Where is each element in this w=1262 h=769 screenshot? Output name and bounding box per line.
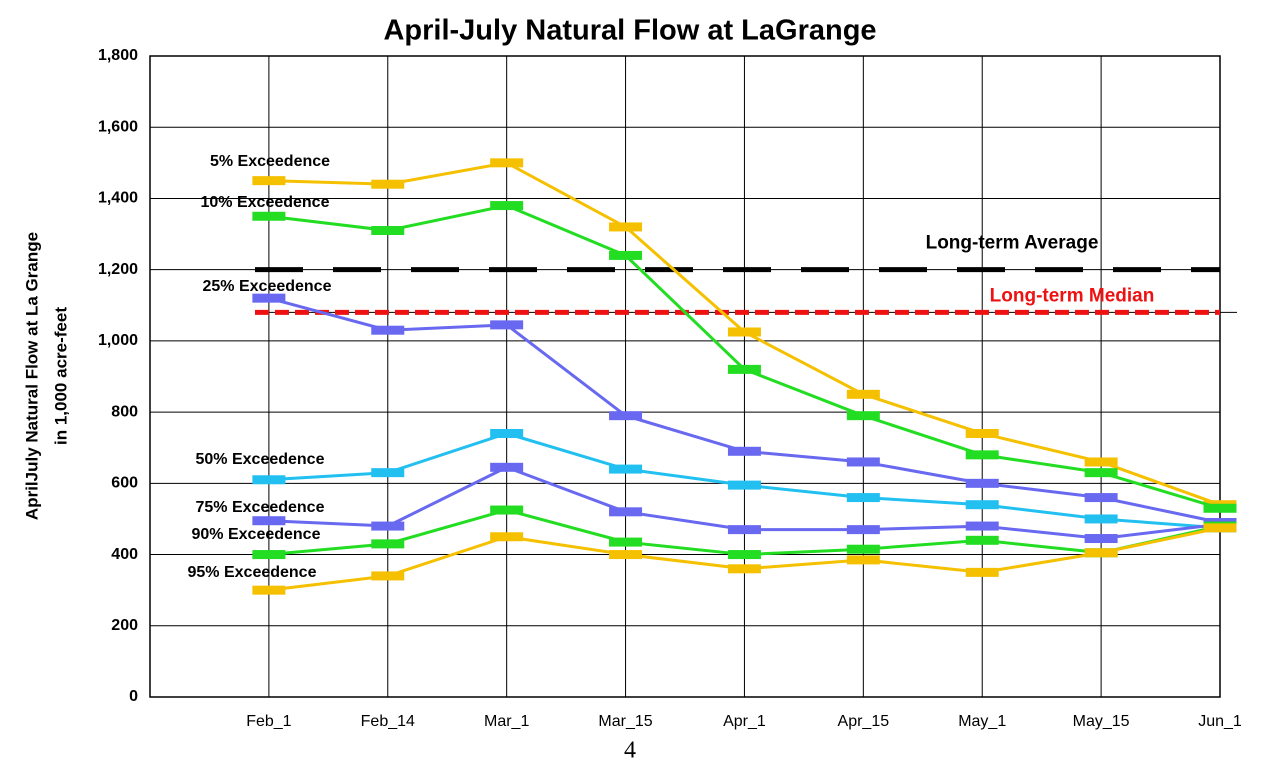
y-tick-label: 0: [129, 688, 138, 705]
y-tick-label: 600: [111, 475, 138, 492]
data-marker: [965, 500, 999, 510]
data-marker: [1084, 534, 1118, 544]
data-marker: [846, 389, 880, 399]
plot-frame: [149, 55, 1221, 698]
data-marker: [252, 550, 286, 560]
data-marker: [727, 480, 761, 490]
data-marker: [846, 525, 880, 535]
y-axis-title: AprilJuly Natural Flow at La Grange: [22, 232, 41, 520]
data-marker: [846, 544, 880, 554]
y-tick-label: 1,400: [98, 190, 138, 207]
data-marker: [846, 457, 880, 467]
y-tick-label: 400: [111, 546, 138, 563]
data-marker: [252, 293, 286, 303]
data-marker: [252, 585, 286, 595]
data-marker: [609, 250, 643, 260]
data-marker: [490, 428, 524, 438]
data-marker: [727, 550, 761, 560]
y-tick-label: 1,800: [98, 47, 138, 64]
data-marker: [1203, 503, 1237, 513]
reference-label: Long-term Average: [926, 233, 1099, 254]
data-marker: [609, 537, 643, 547]
x-tick-label: Apr_15: [838, 713, 890, 730]
data-marker: [371, 539, 405, 549]
data-marker: [965, 478, 999, 488]
data-marker: [371, 521, 405, 531]
data-marker: [371, 468, 405, 478]
data-marker: [727, 525, 761, 535]
data-marker: [1084, 514, 1118, 524]
data-marker: [371, 179, 405, 189]
y-tick-label: 800: [111, 403, 138, 420]
x-tick-label: Mar_1: [484, 713, 529, 730]
data-marker: [727, 446, 761, 456]
x-tick-label: Mar_15: [598, 713, 652, 730]
series-label: 90% Exceedence: [192, 526, 321, 543]
y-tick-label: 1,200: [98, 261, 138, 278]
series-label: 75% Exceedence: [196, 499, 325, 516]
series-label: 50% Exceedence: [196, 451, 325, 468]
data-marker: [1084, 468, 1118, 478]
data-marker: [252, 211, 286, 221]
series-label: 25% Exceedence: [203, 278, 332, 295]
y-tick-label: 1,600: [98, 118, 138, 135]
reference-label: Long-term Median: [990, 285, 1155, 306]
data-marker: [1084, 548, 1118, 558]
x-tick-label: Feb_1: [246, 713, 291, 730]
data-marker: [371, 325, 405, 335]
data-marker: [1084, 457, 1118, 467]
x-tick-label: May_15: [1073, 713, 1130, 730]
data-marker: [846, 555, 880, 565]
data-marker: [965, 521, 999, 531]
data-marker: [609, 222, 643, 232]
x-tick-label: Jun_1: [1198, 713, 1242, 730]
data-marker: [846, 493, 880, 503]
data-marker: [252, 475, 286, 485]
data-marker: [727, 364, 761, 374]
data-marker: [490, 320, 524, 330]
data-marker: [965, 450, 999, 460]
chart-title: April-July Natural Flow at LaGrange: [383, 15, 876, 47]
data-marker: [965, 535, 999, 545]
page-number: 4: [624, 738, 636, 764]
data-marker: [490, 532, 524, 542]
y-tick-label: 1,000: [98, 332, 138, 349]
series-label: 5% Exceedence: [210, 153, 330, 170]
data-marker: [490, 158, 524, 168]
data-marker: [846, 411, 880, 421]
data-marker: [490, 462, 524, 472]
data-marker: [252, 516, 286, 526]
y-tick-label: 200: [111, 617, 138, 634]
data-marker: [371, 225, 405, 235]
data-marker: [1084, 493, 1118, 503]
data-marker: [727, 327, 761, 337]
x-tick-label: Apr_1: [723, 713, 766, 730]
data-marker: [609, 464, 643, 474]
data-marker: [609, 507, 643, 517]
series-label: 10% Exceedence: [201, 194, 330, 211]
data-marker: [609, 411, 643, 421]
data-marker: [490, 505, 524, 515]
data-marker: [371, 571, 405, 581]
data-marker: [252, 176, 286, 186]
data-marker: [965, 567, 999, 577]
data-marker: [1203, 523, 1237, 533]
data-marker: [965, 428, 999, 438]
series-label: 95% Exceedence: [188, 564, 317, 581]
y-axis-title: in 1,000 acre-feet: [51, 307, 70, 445]
x-tick-label: Feb_14: [361, 713, 415, 730]
x-tick-label: May_1: [958, 713, 1006, 730]
data-marker: [609, 550, 643, 560]
data-marker: [727, 564, 761, 574]
data-marker: [490, 201, 524, 211]
